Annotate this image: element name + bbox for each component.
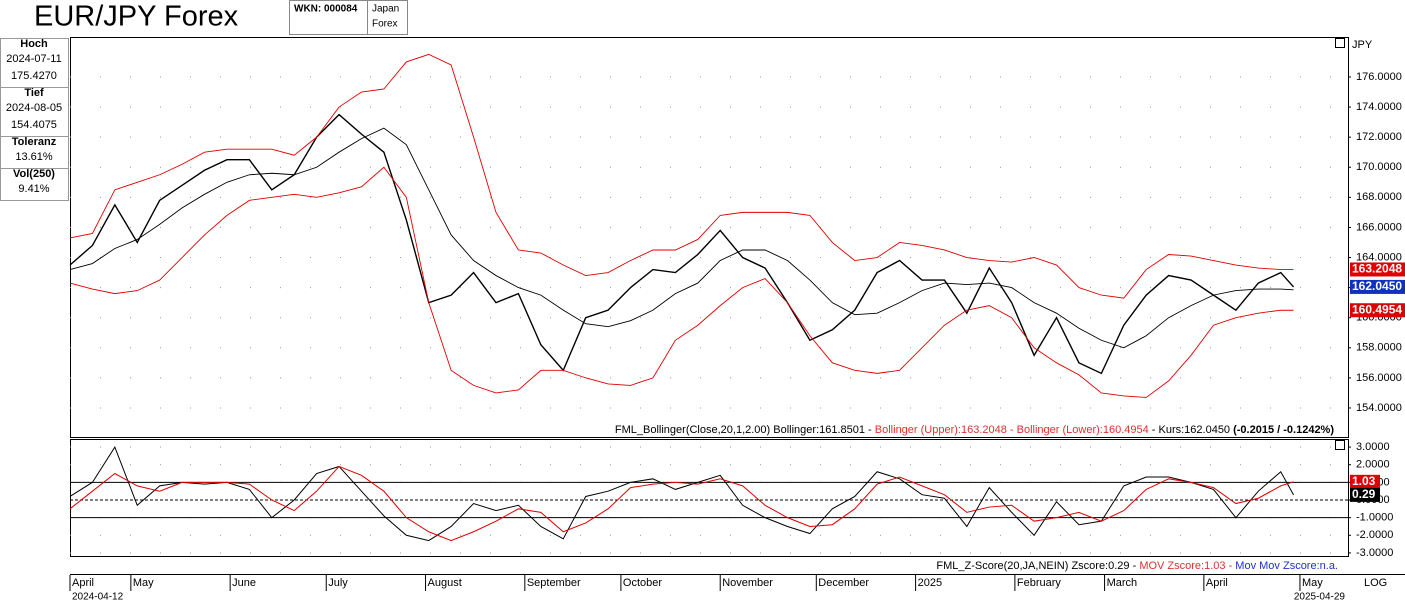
legend-item: (-0.2015 / -0.1242%) (1233, 424, 1334, 436)
market: Forex (372, 19, 398, 30)
y-tick-label: 172.0000 (1356, 131, 1402, 143)
legend: FML_Bollinger(Close,20,1,2.00) Bollinger… (615, 424, 1334, 436)
y-axis-label: JPY (1352, 39, 1373, 51)
x-tick-label: December (818, 577, 869, 589)
end-label: 160.4954 (1352, 302, 1402, 316)
info-label: Toleranz (12, 136, 57, 148)
y-tick-label: -1.0000 (1356, 512, 1393, 524)
market-box (367, 0, 408, 35)
series-line (69, 445, 1294, 542)
legend-item: - Kurs:162.0450 (1149, 424, 1233, 436)
y-tick-label: 174.0000 (1356, 101, 1402, 113)
legend-item: FML_Bollinger(Close,20,1,2.00) Bollinger… (615, 424, 875, 436)
y-tick-label: 156.0000 (1356, 372, 1402, 384)
x-tick-label: May (133, 577, 154, 589)
zscore-frame (70, 439, 1349, 557)
series-line (69, 465, 1294, 542)
info-value: 154.4075 (11, 119, 57, 131)
y-tick-label: -2.0000 (1356, 529, 1393, 541)
x-tick-label: August (428, 577, 462, 589)
y-tick-label: 176.0000 (1356, 71, 1402, 83)
y-tick-label: 3.0000 (1356, 441, 1390, 453)
y-tick-label: 170.0000 (1356, 161, 1402, 173)
date-range-label: 2025-04-29 (1294, 592, 1346, 602)
x-tick-label: November (722, 577, 773, 589)
info-value: 175.4270 (11, 70, 57, 82)
info-value: 13.61% (15, 151, 53, 163)
x-tick-label: September (527, 577, 581, 589)
info-value: 2024-07-11 (6, 53, 61, 65)
end-label: 162.0450 (1352, 279, 1402, 293)
x-tick-label: February (1017, 577, 1062, 589)
info-box (0, 168, 69, 201)
y-tick-label: 168.0000 (1356, 191, 1402, 203)
series-line (69, 53, 1294, 299)
x-tick-label: July (328, 577, 348, 589)
info-value: 2024-08-05 (6, 102, 62, 114)
x-tick-label: June (232, 577, 256, 589)
x-tick-label: April (1206, 577, 1228, 589)
market: Japan (372, 4, 399, 15)
x-tick-label: April (72, 577, 94, 589)
series-line (69, 166, 1294, 398)
x-tick-label: October (623, 577, 662, 589)
series-line (69, 127, 1294, 349)
end-label: 0.29 (1352, 487, 1376, 501)
legend-item: Bollinger (Upper):163.2048 - Bollinger (… (875, 424, 1149, 436)
y-tick-label: -3.0000 (1356, 547, 1393, 559)
y-tick-label: 2.0000 (1356, 459, 1390, 471)
info-label: Hoch (20, 38, 48, 50)
legend-item: MOV Zscore:1.03 - (1139, 560, 1235, 572)
close-button[interactable] (1335, 440, 1345, 450)
legend-item: Mov Mov Zscore:n.a. (1235, 560, 1338, 572)
scale-button[interactable]: LOG (1364, 577, 1387, 589)
end-label-box (1350, 279, 1405, 294)
legend-item: FML_Z-Score(20,JA,NEIN) Zscore:0.29 - (936, 560, 1139, 572)
legend: FML_Z-Score(20,JA,NEIN) Zscore:0.29 - MO… (936, 560, 1338, 572)
end-label: 163.2048 (1352, 262, 1402, 276)
info-label: Tief (24, 87, 44, 99)
y-tick-label: 164.0000 (1356, 251, 1402, 263)
end-label-box (1350, 262, 1405, 277)
end-label: 1.03 (1352, 474, 1376, 488)
date-range-label: 2024-04-12 (72, 592, 124, 602)
end-label-box (1350, 474, 1380, 489)
series-line (69, 113, 1295, 375)
x-tick-label: March (1107, 577, 1138, 589)
wkn: WKN: 000084 (294, 4, 358, 15)
y-tick-label: 154.0000 (1356, 402, 1402, 414)
y-tick-label: 158.0000 (1356, 342, 1402, 354)
end-label-box (1350, 303, 1405, 318)
x-tick-label: 2025 (918, 577, 942, 589)
info-label: Vol(250) (13, 168, 55, 180)
x-tick-label: May (1302, 577, 1323, 589)
info-value: 9.41% (18, 183, 49, 195)
close-button[interactable] (1335, 38, 1345, 48)
end-label-box (1350, 487, 1380, 502)
page-title: EUR/JPY Forex (34, 1, 239, 33)
y-tick-label: 166.0000 (1356, 221, 1402, 233)
